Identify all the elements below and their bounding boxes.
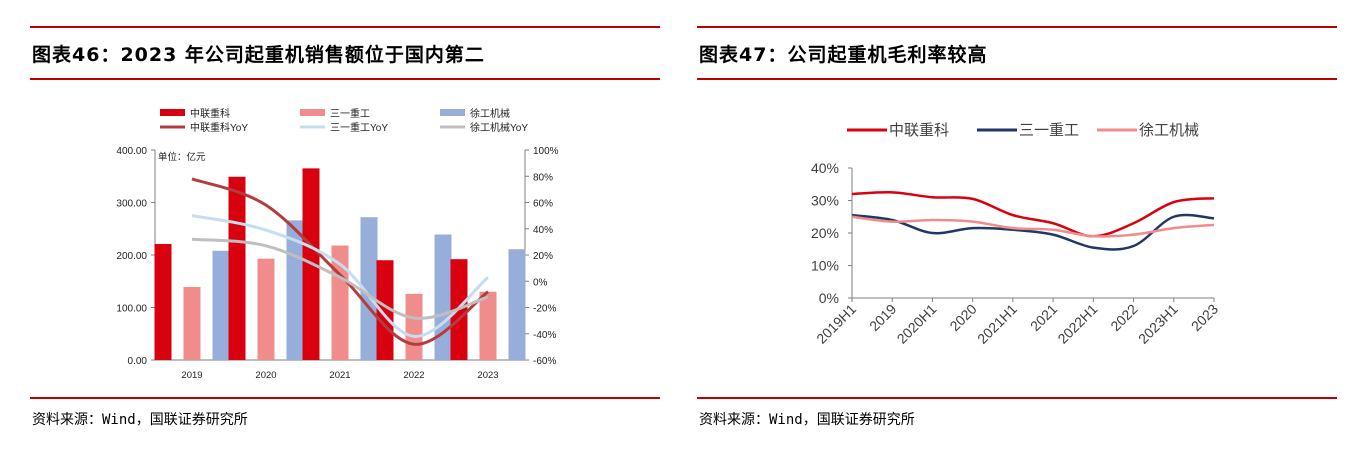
x-tick-label: 2019 [866,301,899,334]
y-tick-label: 20% [811,225,839,241]
y-tick-label-right: 0% [533,277,548,288]
y-tick-label-left: 100.00 [116,304,147,315]
x-tick-label: 2023H1 [1135,301,1181,347]
bar [154,243,172,360]
bar [228,176,246,360]
bar [376,260,394,360]
legend-label: 三一重工 [330,107,370,120]
bottom-rule [30,397,660,399]
x-tick-label: 2022 [1107,301,1140,334]
y-tick-label: 40% [811,160,839,176]
legend-label: 徐工机械 [1139,122,1199,139]
bar [508,249,526,360]
x-tick-label: 2019H1 [813,301,859,347]
legend-label: 三一重工 [1019,122,1079,139]
legend-label: 徐工机械 [470,107,510,120]
y-tick-label-left: 300.00 [116,199,147,210]
legend-label: 中联重科YoY [190,121,248,134]
y-tick-label-right: 20% [533,251,553,262]
title-rule [30,78,660,80]
x-tick-label: 2021H1 [974,301,1020,347]
x-tick-label: 2020H1 [894,301,940,347]
figure-title: 图表47：公司起重机毛利率较高 [699,44,988,66]
x-tick-label: 2021 [1027,301,1060,334]
y-tick-label-left: 400.00 [116,146,147,157]
figure-title: 图表46：2023 年公司起重机销售额位于国内第二 [32,44,485,66]
bar [257,258,275,360]
x-tick-label: 2022H1 [1054,301,1100,347]
yoy-line [191,177,489,346]
y-tick-label: 10% [811,258,839,274]
margin-line [851,191,1215,238]
legend-label: 中联重科 [889,122,949,139]
x-tick-label: 2021 [329,370,350,381]
y-tick-label: 0% [819,290,839,306]
legend-swatch [440,109,465,116]
y-tick-label-left: 0.00 [128,356,148,367]
x-tick-label: 2020 [255,370,276,381]
legend-label: 三一重工YoY [330,121,388,134]
legend-label: 中联重科 [190,107,230,120]
x-tick-label: 2023 [1188,301,1221,334]
bar [212,250,230,360]
y-tick-label-right: 80% [533,172,553,183]
y-tick-label-right: 100% [533,146,559,157]
title-rule [697,78,1337,80]
bar [479,291,497,360]
bar [360,217,378,360]
x-tick-label: 2022 [403,370,424,381]
yoy-line [191,237,489,320]
x-tick-label: 2019 [181,370,202,381]
legend-swatch [300,109,325,116]
margin-line [851,215,1215,238]
legend-swatch [160,109,185,116]
bottom-rule [697,397,1337,399]
unit-label: 单位：亿元 [158,151,206,163]
y-tick-label-left: 200.00 [116,251,147,262]
top-rule [30,26,660,28]
top-rule [697,26,1337,28]
x-tick-label: 2023 [477,370,498,381]
right-figure-panel: 图表47：公司起重机毛利率较高 中联重科 三一重工 徐工机械 0% 10% 20% 30% 4… [697,0,1337,457]
yoy-line [191,214,489,338]
source-note: 资料来源：Wind，国联证券研究所 [699,412,915,428]
bar [405,293,423,360]
y-tick-label-right: 60% [533,199,553,210]
y-tick-label-right: -40% [533,330,556,341]
y-tick-label-right: 40% [533,225,553,236]
y-tick-label-right: -60% [533,356,556,367]
left-figure-panel: 图表46：2023 年公司起重机销售额位于国内第二 中联重科 三一重工 徐工机械 中联… [30,0,660,457]
source-note: 资料来源：Wind，国联证券研究所 [32,412,248,428]
y-tick-label: 30% [811,193,839,209]
bar [434,234,452,360]
x-tick-label: 2020 [946,301,979,334]
y-tick-label-right: -20% [533,304,556,315]
legend-label: 徐工机械YoY [470,121,528,134]
bar [183,287,201,360]
